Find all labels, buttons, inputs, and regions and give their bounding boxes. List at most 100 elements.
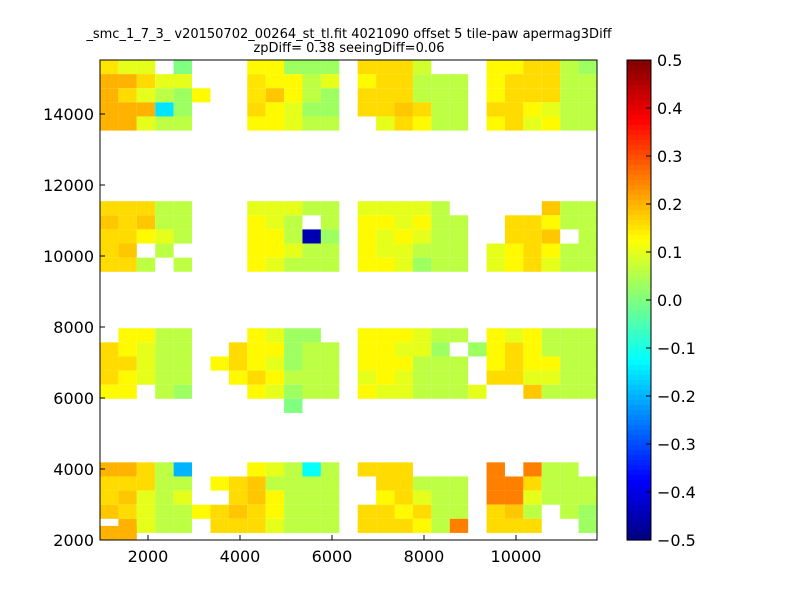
heatmap-cell xyxy=(320,102,340,117)
heatmap-cell xyxy=(302,476,321,491)
heatmap-cell xyxy=(504,60,524,75)
colorbar-band xyxy=(627,200,651,206)
heatmap-cell xyxy=(247,243,266,258)
heatmap-cell xyxy=(541,60,561,75)
heatmap-cell xyxy=(578,60,597,75)
colorbar-band xyxy=(627,115,651,121)
heatmap-cell xyxy=(173,88,193,103)
heatmap-cell xyxy=(284,229,303,244)
colorbar-band xyxy=(627,490,651,496)
heatmap-cell xyxy=(155,384,174,399)
heatmap-cell xyxy=(100,215,119,230)
heatmap-cell xyxy=(541,370,561,385)
heatmap-cell xyxy=(376,342,395,357)
heatmap-cell xyxy=(412,342,432,357)
heatmap-cell xyxy=(357,328,377,343)
heatmap-cell xyxy=(100,462,119,477)
heatmap-cell xyxy=(560,504,579,519)
heatmap-cell xyxy=(560,60,579,75)
heatmap-cell xyxy=(100,116,119,131)
heatmap-cell xyxy=(247,476,266,491)
heatmap-cell xyxy=(523,116,542,131)
heatmap-cell xyxy=(118,525,137,540)
heatmap-cell xyxy=(247,504,266,519)
heatmap-cell xyxy=(431,102,450,117)
heatmap-cell xyxy=(100,201,119,216)
heatmap-cell xyxy=(486,60,505,75)
heatmap-cell xyxy=(431,243,450,258)
x-tick-label: 8000 xyxy=(404,547,445,566)
colorbar-band xyxy=(627,300,651,306)
heatmap-cell xyxy=(320,88,340,103)
heatmap-cell xyxy=(541,88,561,103)
colorbar-tick-label: 0.1 xyxy=(657,243,682,262)
heatmap-cell xyxy=(523,490,542,505)
heatmap-cell xyxy=(302,384,321,399)
colorbar-band xyxy=(627,445,651,451)
colorbar-band xyxy=(627,230,651,236)
heatmap-cell xyxy=(136,201,156,216)
colorbar-band xyxy=(627,265,651,271)
heatmap-cell xyxy=(320,384,340,399)
heatmap-cell xyxy=(247,490,266,505)
colorbar-band xyxy=(627,235,651,241)
heatmap-cell xyxy=(504,74,524,89)
heatmap-cell xyxy=(228,356,248,371)
y-tick-label: 14000 xyxy=(43,105,94,124)
heatmap-cell xyxy=(320,518,340,533)
heatmap-cell xyxy=(302,342,321,357)
heatmap-cell xyxy=(136,356,156,371)
colorbar-band xyxy=(627,395,651,401)
heatmap-cell xyxy=(412,243,432,258)
heatmap-cell xyxy=(394,74,413,89)
heatmap-cell xyxy=(504,476,524,491)
colorbar-band xyxy=(627,345,651,351)
heatmap-cell xyxy=(100,356,119,371)
colorbar-band xyxy=(627,125,651,131)
heatmap-cell xyxy=(431,504,450,519)
heatmap-cell xyxy=(210,476,229,491)
heatmap-cell xyxy=(394,384,413,399)
x-tick-label: 10000 xyxy=(491,547,542,566)
heatmap-cell xyxy=(412,257,432,272)
colorbar-band xyxy=(627,255,651,261)
colorbar-band xyxy=(627,275,651,281)
colorbar-band xyxy=(627,420,651,426)
heatmap-cell xyxy=(265,342,285,357)
heatmap-cell xyxy=(118,370,137,385)
colorbar-band xyxy=(627,270,651,276)
colorbar-band xyxy=(627,465,651,471)
heatmap-cell xyxy=(357,342,377,357)
heatmap-cell xyxy=(302,257,321,272)
heatmap-cell xyxy=(504,504,524,519)
heatmap-cell xyxy=(523,74,542,89)
colorbar-band xyxy=(627,500,651,506)
heatmap-cell xyxy=(173,201,193,216)
heatmap-cell xyxy=(486,476,505,491)
heatmap-cell xyxy=(155,243,174,258)
heatmap-cell xyxy=(155,356,174,371)
heatmap-cell xyxy=(155,328,174,343)
colorbar-tick-label: −0.2 xyxy=(657,387,696,406)
heatmap-cell xyxy=(431,201,450,216)
heatmap-cell xyxy=(284,215,303,230)
colorbar-band xyxy=(627,100,651,106)
colorbar-band xyxy=(627,435,651,441)
heatmap-cell xyxy=(357,384,377,399)
heatmap-cell xyxy=(486,243,505,258)
heatmap-cell xyxy=(449,102,469,117)
heatmap-cell xyxy=(357,370,377,385)
heatmap-cell xyxy=(357,462,377,477)
colorbar-band xyxy=(627,390,651,396)
heatmap-cell xyxy=(376,384,395,399)
heatmap-cell xyxy=(265,229,285,244)
heatmap-cell xyxy=(247,88,266,103)
heatmap-cell xyxy=(412,384,432,399)
heatmap-cell xyxy=(376,229,395,244)
heatmap-cell xyxy=(431,74,450,89)
heatmap-cell xyxy=(394,490,413,505)
heatmap-cell xyxy=(449,88,469,103)
heatmap-cell xyxy=(431,88,450,103)
heatmap-cell xyxy=(136,504,156,519)
colorbar-band xyxy=(627,290,651,296)
